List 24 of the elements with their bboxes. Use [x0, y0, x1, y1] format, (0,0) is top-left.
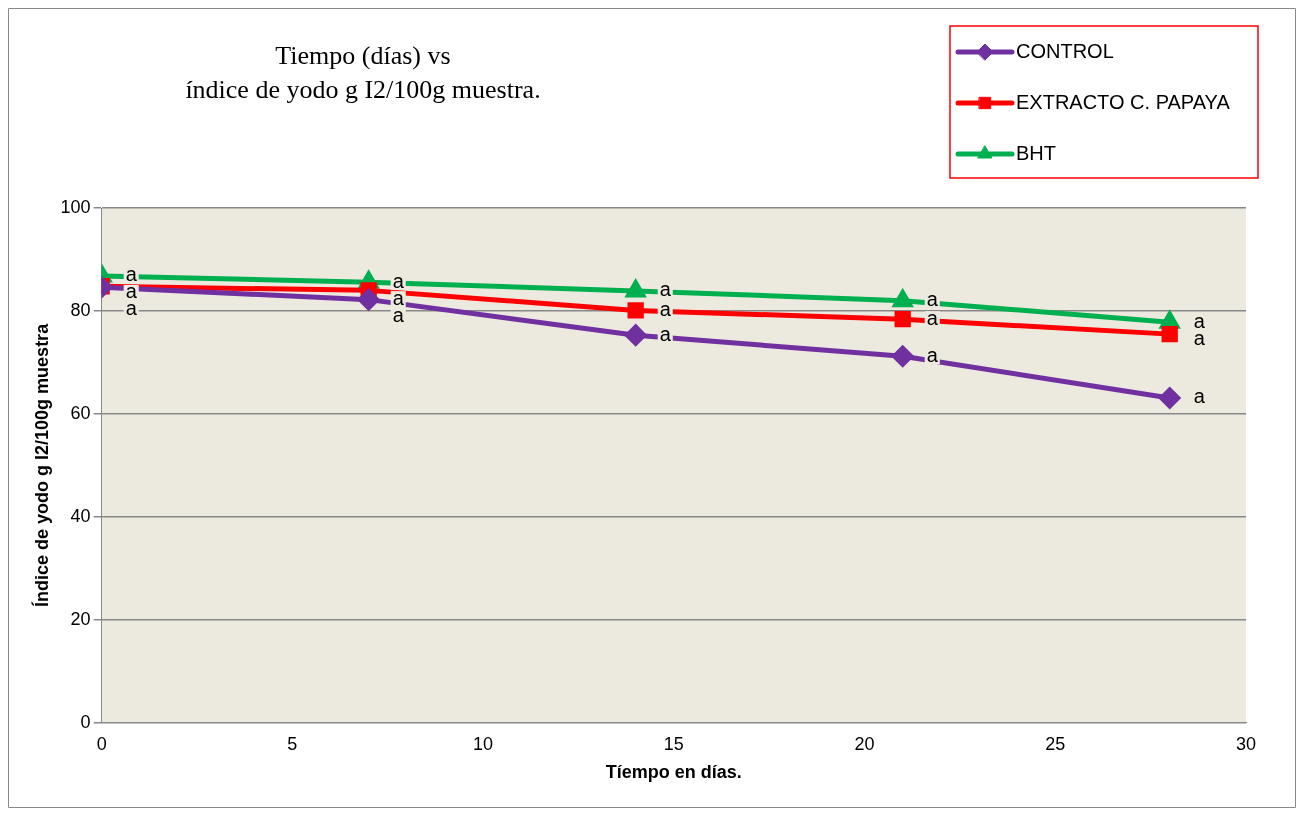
data-label: a	[1193, 385, 1206, 408]
data-label: a	[926, 343, 939, 366]
y-tick-label: 20	[70, 608, 91, 629]
data-label: a	[392, 269, 405, 292]
y-tick-label: 40	[70, 505, 91, 526]
x-tick-label: 20	[854, 733, 875, 754]
legend-label: EXTRACTO C. PAPAYA	[1016, 90, 1231, 113]
data-label: a	[1193, 309, 1206, 332]
x-tick-label: 5	[287, 733, 298, 754]
y-axis-title: Índice de yodo g I2/100g muestra	[30, 322, 52, 607]
x-tick-label: 0	[96, 733, 107, 754]
legend-label: BHT	[1016, 141, 1056, 164]
y-tick-label: 60	[70, 402, 91, 423]
x-tick-label: 10	[473, 733, 494, 754]
y-tick-label: 80	[70, 299, 91, 320]
y-tick-label: 100	[60, 196, 91, 217]
legend-label: CONTROL	[1016, 39, 1114, 62]
y-tick-label: 0	[80, 711, 91, 732]
x-tick-label: 25	[1045, 733, 1066, 754]
chart-title: Tiempo (días) vs índice de yodo g I2/100g muestra.	[185, 40, 541, 104]
data-label: a	[659, 322, 672, 345]
x-axis-title: Tíempo en días.	[605, 762, 742, 783]
x-tick-label: 15	[663, 733, 684, 754]
x-tick-label: 30	[1235, 733, 1257, 754]
